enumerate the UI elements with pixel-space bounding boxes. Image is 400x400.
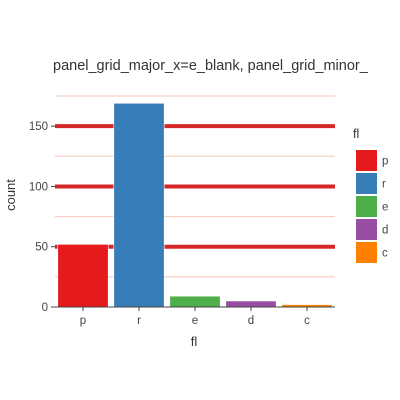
- bar-d: [225, 300, 277, 308]
- chart-title: panel_grid_major_x=e_blank, panel_grid_m…: [53, 58, 369, 74]
- legend-label-c: c: [382, 248, 388, 260]
- legend-label-e: e: [382, 202, 388, 214]
- x-tick-label: d: [248, 315, 254, 327]
- y-tick-label: 0: [42, 302, 48, 314]
- bar-layer: [57, 102, 333, 308]
- bar-e: [169, 295, 221, 308]
- legend-swatch-p: [356, 150, 377, 171]
- bar-r: [113, 102, 165, 308]
- y-tick-label: 100: [29, 181, 48, 193]
- x-tick-label: p: [80, 315, 86, 327]
- legend-swatch-e: [356, 196, 377, 217]
- axis-layer: 0 50 100 150 p r e d c: [29, 121, 335, 327]
- x-tick-label: r: [137, 315, 141, 327]
- x-axis-title: fl: [191, 334, 198, 349]
- legend-title: fl: [353, 127, 359, 141]
- bar-p: [57, 244, 109, 308]
- legend-label-p: p: [382, 156, 388, 168]
- legend-swatch-r: [356, 173, 377, 194]
- y-axis-title: count: [3, 179, 18, 211]
- x-tick-label: c: [304, 315, 310, 327]
- x-tick-label: e: [192, 315, 198, 327]
- legend-swatch-d: [356, 219, 377, 240]
- y-tick-label: 50: [35, 242, 48, 254]
- legend-swatch-c: [356, 242, 377, 263]
- y-tick-label: 150: [29, 121, 48, 133]
- legend-label-r: r: [382, 179, 386, 191]
- legend-label-d: d: [382, 225, 388, 237]
